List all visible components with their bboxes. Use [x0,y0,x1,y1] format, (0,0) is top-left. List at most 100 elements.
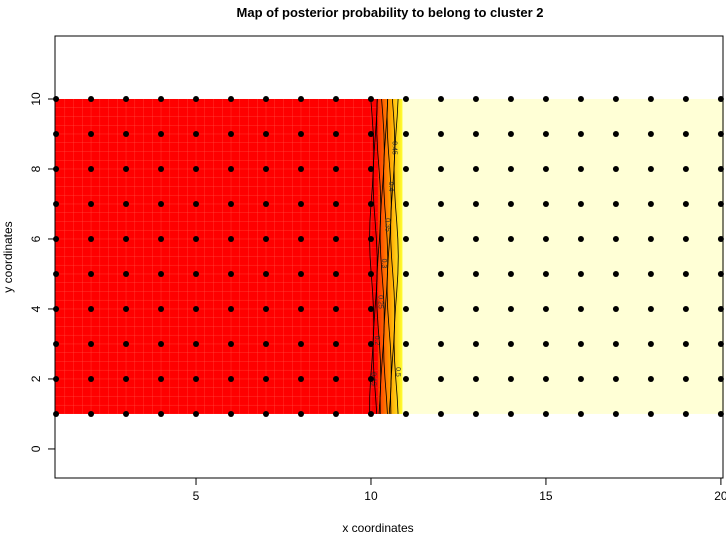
data-point [193,165,200,172]
data-point [612,165,619,172]
data-point [682,410,689,417]
data-point [228,130,235,137]
data-point [53,410,60,417]
data-point [507,270,514,277]
data-point [158,130,165,137]
data-point [263,270,270,277]
data-point [542,95,549,102]
contour-label: 0.45 [391,141,398,155]
data-point [577,270,584,277]
data-point [228,340,235,347]
data-point [402,200,409,207]
contour-line [376,98,382,414]
data-point [297,270,304,277]
data-point [507,375,514,382]
data-point [297,410,304,417]
data-point [472,375,479,382]
data-point [437,340,444,347]
data-point [542,165,549,172]
data-point [263,235,270,242]
data-point [542,235,549,242]
data-point [647,200,654,207]
data-point [193,305,200,312]
data-point [647,340,654,347]
data-point [437,95,444,102]
data-point [437,270,444,277]
data-point [402,130,409,137]
data-point [577,200,584,207]
data-point [402,165,409,172]
data-point [612,235,619,242]
data-point [367,305,374,312]
data-point [682,130,689,137]
data-point [123,305,130,312]
x-tick-label: 15 [539,489,553,503]
data-point [507,410,514,417]
data-point [158,270,165,277]
data-point [612,270,619,277]
data-point [88,235,95,242]
data-point [123,375,130,382]
data-point [472,95,479,102]
data-point [437,130,444,137]
data-point [507,165,514,172]
data-point [53,340,60,347]
data-point [123,165,130,172]
data-point [297,165,304,172]
data-point [682,340,689,347]
data-point [367,165,374,172]
data-point [542,305,549,312]
data-point [193,340,200,347]
data-point [297,235,304,242]
data-point [228,165,235,172]
data-point [437,375,444,382]
data-point [472,235,479,242]
data-point [647,305,654,312]
data-point [367,375,374,382]
y-tick-label: 2 [29,375,43,382]
data-point [402,95,409,102]
data-point [682,165,689,172]
contour-line [386,98,392,414]
contour-line [393,98,399,414]
data-point [228,270,235,277]
x-tick-label: 20 [714,489,726,503]
data-point [542,270,549,277]
data-point [472,165,479,172]
data-point [193,410,200,417]
data-point [682,235,689,242]
data-point [297,95,304,102]
data-point [402,410,409,417]
data-point [612,95,619,102]
data-point [647,165,654,172]
data-point [682,270,689,277]
data-point [402,305,409,312]
contour-label: 0.35 [384,218,391,232]
data-point [577,410,584,417]
contour-line [383,98,389,414]
data-point [577,305,584,312]
y-tick-label: 6 [29,235,43,242]
data-point [437,200,444,207]
data-point [717,235,724,242]
chart-title: Map of posterior probability to belong t… [237,5,544,20]
data-point [53,200,60,207]
data-point [612,200,619,207]
data-point [53,270,60,277]
data-point [158,410,165,417]
data-point [263,165,270,172]
data-point [717,270,724,277]
data-point [332,340,339,347]
data-point [123,130,130,137]
data-point [332,375,339,382]
data-point [647,235,654,242]
data-point [717,130,724,137]
data-point [332,200,339,207]
data-point [193,200,200,207]
data-point [263,130,270,137]
data-point [577,95,584,102]
data-point [297,375,304,382]
data-point [647,95,654,102]
data-point [228,305,235,312]
